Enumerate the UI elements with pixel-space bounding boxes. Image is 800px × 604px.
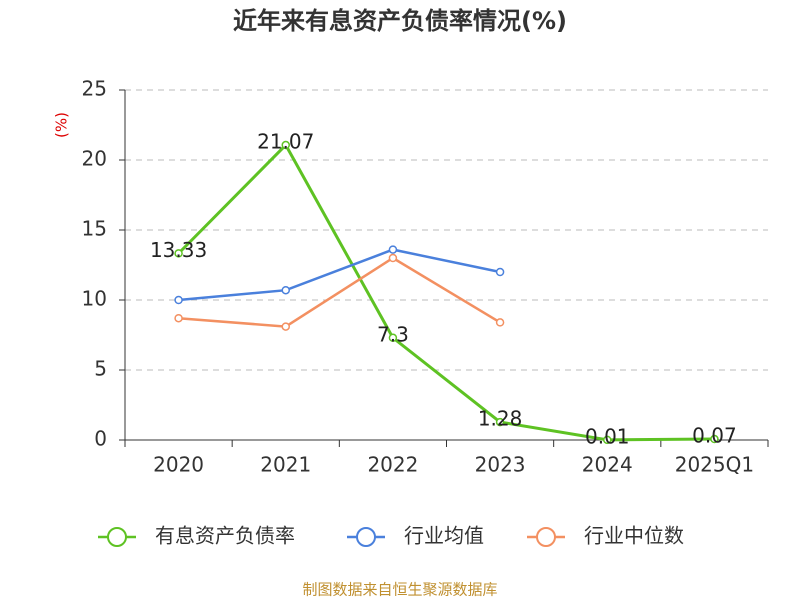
data-label: 1.28 (478, 407, 523, 431)
point (281, 140, 290, 150)
point (388, 253, 398, 263)
x-tick-label: 2023 (475, 453, 526, 477)
chart-title: 近年来有息资产负债率情况(%) (233, 7, 567, 35)
point (495, 318, 505, 327)
series-line (178, 248, 501, 302)
point (710, 434, 719, 444)
point (174, 295, 183, 305)
x-tick-label: 2024 (582, 453, 633, 477)
point (281, 322, 290, 331)
series-line (177, 142, 715, 442)
data-label: 21.07 (257, 130, 314, 154)
y-axis-label: (%) (53, 112, 71, 138)
legend-label: 行业中位数 (584, 524, 684, 548)
point (174, 313, 183, 323)
x-tick-label: 2025Q1 (675, 453, 754, 477)
y-tick-label: 15 (82, 217, 107, 241)
y-tick-label: 25 (82, 77, 107, 101)
legend-marker (536, 527, 556, 547)
point (495, 417, 505, 427)
y-tick-label: 10 (82, 287, 107, 311)
x-tick-label: 2020 (153, 453, 204, 477)
point (388, 333, 398, 343)
point (388, 245, 398, 254)
data-label: 0.01 (585, 424, 630, 448)
y-tick-label: 5 (94, 357, 107, 381)
x-tick-label: 2022 (367, 453, 418, 477)
data-label: 7.3 (377, 322, 409, 346)
point (603, 435, 612, 445)
data-label: 0.07 (692, 424, 737, 448)
y-tick-label: 20 (82, 147, 107, 171)
source-note: 制图数据来自恒生聚源数据库 (302, 581, 497, 599)
series-line (178, 256, 501, 328)
point (495, 267, 505, 277)
data-label: 13.33 (150, 238, 207, 262)
legend-label: 行业均值 (404, 524, 484, 548)
legend-marker (107, 527, 127, 547)
legend-marker (356, 527, 376, 547)
y-tick-label: 0 (94, 427, 107, 451)
x-tick-label: 2021 (260, 453, 311, 477)
point (281, 285, 290, 295)
legend-label: 有息资产负债率 (155, 524, 295, 548)
point (174, 249, 183, 258)
